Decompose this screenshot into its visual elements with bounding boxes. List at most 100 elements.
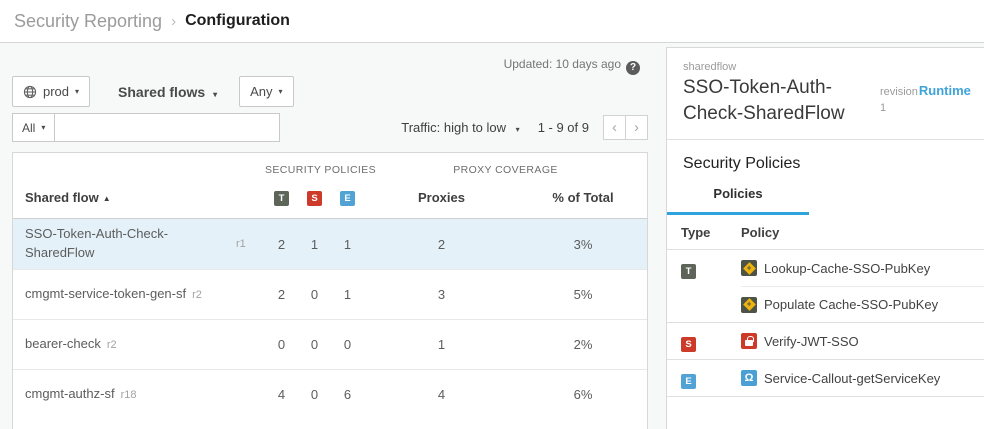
updated-text: Updated: 10 days ago [503,57,621,71]
search-scope-dropdown[interactable]: All ▾ [12,113,56,142]
table-row[interactable]: bearer-check r2 0 0 0 1 2% [13,319,647,369]
traffic-sort-dropdown[interactable]: Traffic: high to low ▾ [401,120,519,135]
proxies-count: 1 [437,337,446,352]
traffic-sort-value: Traffic: high to low [401,120,507,135]
page-title: Configuration [185,12,290,29]
pct-of-total: 5% [573,287,593,302]
search-bar: All ▾ [12,113,281,142]
e-count: 6 [343,387,352,402]
environment-value: prod [43,84,70,99]
any-filter-value: Any [250,84,273,99]
policy-table-header: Type Policy [667,215,984,251]
breadcrumb-separator-icon: › [171,12,177,30]
s-count: 0 [310,337,319,352]
sort-ascending-icon: ▲ [102,194,111,203]
pct-of-total: 3% [573,236,593,252]
t-count: 2 [277,287,286,302]
shared-flow-revision: r2 [106,338,117,351]
badge-s: S [307,191,322,206]
proxies-count: 4 [437,387,446,402]
shared-flow-revision: r2 [192,288,202,301]
policy-name: Verify-JWT-SSO [764,333,859,349]
table-body: SSO-Token-Auth-Check-SharedFlow r1 2 1 1… [13,219,647,419]
lock-policy-icon [741,333,757,350]
updated-status: Updated: 10 days ago? [12,57,640,75]
detail-title: SSO-Token-Auth-Check-SharedFlow [683,77,845,124]
pager: ‹ › [603,115,648,140]
revision-label: revision [880,86,918,98]
chevron-down-icon: ▾ [41,123,46,132]
revision-value: 1 [880,102,887,114]
policy-type-badge: T [681,264,696,280]
t-count: 2 [277,236,286,252]
badge-t: T [274,191,289,206]
proxies-count: 3 [437,287,446,302]
chevron-down-icon: ▾ [213,89,218,99]
badge-e: E [340,191,355,206]
e-count: 1 [343,236,352,252]
policy-row: Ω Service-Callout-getServiceKey [741,360,984,396]
scope-value: Shared flows [118,83,206,100]
chevron-down-icon: ▾ [515,125,520,134]
cache-policy-icon [741,260,757,277]
main-region: Updated: 10 days ago? prod ▾ Shared flow… [0,43,984,429]
column-pct-total: % of Total [552,190,614,205]
detail-panel: sharedflow SSO-Token-Auth-Check-SharedFl… [666,47,984,429]
proxy-coverage-group-header: PROXY COVERAGE [453,164,558,176]
policy-row: Verify-JWT-SSO [741,323,984,359]
cache-policy-icon [741,296,757,313]
column-shared-flow[interactable]: Shared flow ▲ [25,190,111,205]
globe-icon [23,85,37,99]
tab-policies[interactable]: Policies [667,186,809,216]
e-count: 1 [343,287,352,302]
shared-flows-table: SECURITY POLICIES PROXY COVERAGE Shared … [12,152,648,429]
pct-of-total: 2% [573,337,593,352]
pct-of-total: 6% [573,387,593,402]
environment-dropdown[interactable]: prod ▾ [12,76,91,107]
t-count: 0 [277,337,286,352]
policy-name: Lookup-Cache-SSO-PubKey [764,260,931,276]
chevron-down-icon: ▾ [75,87,80,96]
any-filter-dropdown[interactable]: Any ▾ [239,76,294,107]
shared-flow-name: cmgmt-authz-sf [25,386,115,402]
detail-type-label: sharedflow [683,61,737,73]
revision-block: revisionRuntime 1 [880,61,974,126]
table-row[interactable]: cmgmt-authz-sf r18 4 0 6 4 6% [13,369,647,419]
s-count: 0 [310,287,319,302]
shared-flow-revision: r1 [236,238,246,250]
sort-pagination-bar: Traffic: high to low ▾ 1 - 9 of 9 ‹ › [390,113,648,142]
callout-policy-icon: Ω [741,370,757,387]
policy-table-body: T Lookup-Cache-SSO-PubKey Populate Cache… [667,250,984,398]
breadcrumb-parent-link[interactable]: Security Reporting [14,10,163,31]
prev-page-button[interactable]: ‹ [603,115,626,140]
page-range: 1 - 9 of 9 [537,120,589,135]
shared-flow-name: bearer-check [25,336,101,352]
policy-row: Populate Cache-SSO-PubKey [741,286,984,322]
help-icon[interactable]: ? [626,61,640,75]
table-row[interactable]: SSO-Token-Auth-Check-SharedFlow r1 2 1 1… [13,219,647,269]
scope-dropdown[interactable]: Shared flows ▾ [118,84,217,100]
policy-type-badge: E [681,374,696,390]
s-count: 1 [310,236,319,252]
policy-name: Populate Cache-SSO-PubKey [764,297,939,313]
policy-group: T Lookup-Cache-SSO-PubKey Populate Cache… [667,250,984,324]
column-proxies: Proxies [418,190,465,205]
policy-group: E Ω Service-Callout-getServiceKey [667,360,984,398]
search-input[interactable] [54,113,281,142]
security-policies-group-header: SECURITY POLICIES [265,164,377,176]
policy-type-badge: S [681,337,696,353]
column-type: Type [681,225,711,241]
shared-flow-name: cmgmt-service-token-gen-sf [25,286,187,302]
runtime-link[interactable]: Runtime [918,83,971,98]
policy-row: Lookup-Cache-SSO-PubKey [741,250,984,286]
next-page-button[interactable]: › [625,115,648,140]
chevron-down-icon: ▾ [278,87,283,96]
e-count: 0 [343,337,352,352]
table-row[interactable]: cmgmt-service-token-gen-sf r2 2 0 1 3 5% [13,269,647,319]
table-header: SECURITY POLICIES PROXY COVERAGE Shared … [13,153,647,219]
security-policies-heading: Security Policies [683,155,801,173]
s-count: 0 [310,387,319,402]
shared-flow-name: SSO-Token-Auth-Check-SharedFlow [25,226,169,260]
filter-bar: prod ▾ Shared flows ▾ Any ▾ [12,76,294,107]
policy-group: S Verify-JWT-SSO [667,323,984,361]
